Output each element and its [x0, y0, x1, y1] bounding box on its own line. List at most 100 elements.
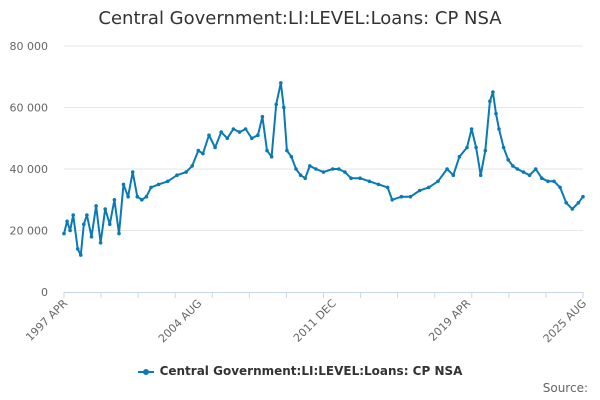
data-point[interactable]	[417, 188, 422, 193]
data-point[interactable]	[506, 158, 511, 162]
legend[interactable]: Central Government:LI:LEVEL:Loans: CP NS…	[0, 364, 600, 378]
data-point[interactable]	[552, 179, 556, 184]
data-point[interactable]	[108, 222, 112, 227]
data-point[interactable]	[576, 201, 581, 205]
data-point[interactable]	[103, 207, 107, 211]
data-point[interactable]	[256, 133, 260, 137]
data-point[interactable]	[408, 194, 413, 199]
data-point[interactable]	[89, 234, 94, 239]
data-point[interactable]	[469, 127, 474, 131]
data-point[interactable]	[501, 145, 506, 150]
data-point[interactable]	[314, 167, 318, 171]
data-point[interactable]	[390, 198, 395, 202]
data-point[interactable]	[494, 111, 498, 116]
data-point[interactable]	[140, 198, 144, 202]
data-point[interactable]	[190, 164, 194, 168]
data-point[interactable]	[564, 201, 568, 205]
chart-title: Central Government:LI:LEVEL:Loans: CP NS…	[98, 8, 502, 29]
data-point[interactable]	[196, 148, 201, 153]
data-point[interactable]	[488, 99, 492, 104]
data-point[interactable]	[497, 127, 501, 131]
data-point[interactable]	[540, 176, 544, 180]
data-point[interactable]	[250, 136, 254, 141]
data-point[interactable]	[511, 164, 515, 168]
legend-label: Central Government:LI:LEVEL:Loans: CP NS…	[159, 364, 463, 378]
x-axis	[63, 292, 584, 298]
data-point[interactable]	[558, 185, 562, 190]
data-point[interactable]	[474, 145, 478, 150]
data-point[interactable]	[149, 185, 153, 190]
data-point[interactable]	[156, 182, 161, 187]
data-point[interactable]	[68, 228, 72, 233]
data-point[interactable]	[349, 176, 353, 180]
data-point[interactable]	[207, 133, 211, 137]
data-point[interactable]	[436, 179, 440, 184]
data-point[interactable]	[294, 167, 298, 171]
data-point[interactable]	[260, 114, 265, 119]
data-point[interactable]	[184, 170, 188, 174]
data-point[interactable]	[367, 179, 372, 184]
data-point[interactable]	[117, 231, 121, 236]
data-point[interactable]	[303, 176, 308, 180]
data-point[interactable]	[71, 213, 75, 217]
data-point[interactable]	[581, 194, 585, 199]
legend-swatch-icon	[137, 368, 154, 375]
data-point[interactable]	[94, 204, 98, 208]
data-point[interactable]	[175, 173, 179, 177]
data-point[interactable]	[135, 194, 140, 199]
data-point[interactable]	[62, 231, 66, 236]
data-point[interactable]	[243, 127, 248, 131]
data-point[interactable]	[79, 253, 83, 257]
data-point[interactable]	[237, 130, 242, 134]
data-point[interactable]	[298, 173, 303, 177]
data-point[interactable]	[465, 145, 469, 150]
data-point[interactable]	[65, 219, 69, 224]
data-point[interactable]	[279, 81, 283, 85]
data-point[interactable]	[285, 148, 289, 153]
data-point[interactable]	[399, 194, 404, 199]
data-point[interactable]	[451, 173, 456, 177]
data-point[interactable]	[385, 185, 390, 190]
data-point[interactable]	[112, 198, 117, 202]
data-point[interactable]	[269, 154, 274, 159]
data-point[interactable]	[445, 167, 449, 171]
y-axis: 0 20 000 40 000 60 000 80 000	[10, 40, 49, 299]
data-point[interactable]	[85, 213, 89, 217]
data-point[interactable]	[570, 207, 575, 211]
data-point[interactable]	[527, 173, 532, 177]
data-point[interactable]	[219, 130, 223, 134]
data-point[interactable]	[130, 170, 135, 174]
data-point[interactable]	[265, 148, 269, 153]
data-point[interactable]	[75, 247, 80, 251]
data-point[interactable]	[515, 167, 520, 171]
data-point[interactable]	[121, 182, 126, 187]
data-point[interactable]	[166, 179, 170, 184]
data-point[interactable]	[521, 170, 526, 174]
data-point[interactable]	[491, 90, 495, 94]
data-point[interactable]	[321, 170, 326, 174]
data-point[interactable]	[533, 167, 538, 171]
data-point[interactable]	[213, 145, 217, 150]
data-point[interactable]	[231, 127, 236, 131]
data-point[interactable]	[478, 173, 483, 177]
data-point[interactable]	[98, 241, 103, 245]
data-point[interactable]	[82, 222, 86, 227]
data-point[interactable]	[289, 154, 294, 159]
data-point[interactable]	[201, 151, 205, 156]
data-point[interactable]	[376, 182, 381, 187]
data-point[interactable]	[358, 176, 362, 180]
data-point[interactable]	[144, 194, 149, 199]
data-point[interactable]	[330, 167, 335, 171]
data-point[interactable]	[274, 102, 279, 107]
x-tick-label: 1997 APR	[23, 297, 70, 344]
data-point[interactable]	[343, 170, 347, 174]
data-point[interactable]	[337, 167, 341, 171]
data-point[interactable]	[427, 185, 431, 190]
data-point[interactable]	[225, 136, 230, 141]
data-point[interactable]	[308, 164, 312, 168]
data-point[interactable]	[546, 179, 550, 184]
data-point[interactable]	[457, 154, 462, 159]
data-point[interactable]	[483, 148, 488, 153]
data-point[interactable]	[126, 194, 130, 199]
data-point[interactable]	[282, 105, 286, 110]
